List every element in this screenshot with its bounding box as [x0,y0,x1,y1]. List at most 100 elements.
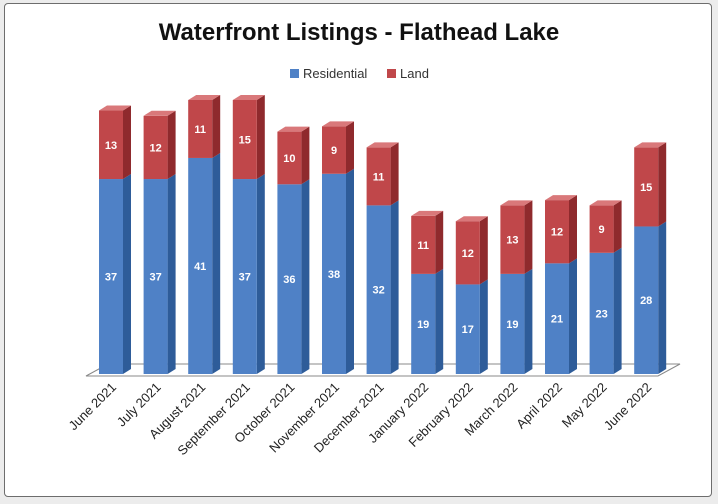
data-label-residential: 37 [149,272,161,284]
bar-land [411,215,436,274]
bar-residential [277,184,302,374]
bar-land-side [479,216,488,285]
bar-land-side [346,121,354,174]
bar-residential-side [123,174,131,374]
data-label-land: 15 [239,135,251,147]
bar-land-side [212,95,221,158]
bar-land-side [123,105,131,180]
bar-residential [366,205,391,374]
bar-residential-side [658,221,667,374]
bar-residential [232,179,257,374]
bar-residential-side [256,174,265,374]
bar-land-top [411,210,444,216]
data-label-residential: 41 [194,261,206,273]
bar-residential-side [301,179,310,374]
data-label-residential: 19 [506,319,518,331]
bar-residential-side [479,279,488,374]
data-label-residential: 28 [640,295,652,307]
bar-land-top [455,216,488,222]
data-label-residential: 37 [105,272,117,284]
legend-swatch-residential [290,69,299,78]
data-label-residential: 17 [462,324,474,336]
bar-residential-side [435,268,444,374]
data-label-land: 10 [283,153,295,165]
bar-land [188,100,213,158]
bar-residential [589,252,614,374]
data-label-land: 11 [194,124,206,136]
bar-residential [455,284,480,374]
data-label-land: 12 [462,248,474,260]
legend-swatch-land [387,69,396,78]
data-label-residential: 19 [417,319,429,331]
chart-title: Waterfront Listings - Flathead Lake [159,19,560,46]
data-label-residential: 23 [595,308,607,320]
data-label-residential: 36 [283,274,295,286]
bar-land [589,205,614,253]
bar-land-top [232,95,265,100]
bar-residential [500,273,525,374]
bar-stack: 28 15 [634,142,667,374]
data-label-land: 9 [331,145,337,157]
bar-residential [545,263,569,374]
data-label-land: 9 [599,224,605,236]
legend-label-land: Land [400,66,429,81]
bar-residential [99,179,123,374]
bar-land-side [167,110,176,180]
x-tick-label: April 2022 [513,380,565,432]
data-label-land: 12 [149,142,161,154]
bar-land-top [589,200,622,206]
bar-land [322,126,346,174]
bar-land-side [390,142,399,206]
bar-land-top [634,142,667,148]
bar-land-top [545,195,577,201]
legend: Residential Land [290,66,429,81]
data-label-land: 15 [640,182,652,194]
bar-land-top [99,105,131,111]
bar-stack: 41 11 [188,95,221,374]
bar-land [455,221,480,285]
bar-land [634,147,659,227]
data-label-residential: 21 [551,314,563,326]
bar-residential [634,226,659,374]
data-label-residential: 32 [372,285,384,297]
bar-residential-side [569,258,577,374]
bar-residential [188,157,213,374]
bar-stack: 32 11 [366,142,399,374]
data-label-land: 12 [551,227,563,239]
data-label-land: 11 [417,240,429,252]
bar-residential [411,273,436,374]
bar-residential [143,179,168,374]
data-label-land: 13 [105,140,117,152]
bars-group: 3713371241113715361038932111911171219132… [99,95,667,374]
x-tick-label: June 2021 [66,380,120,434]
data-label-land: 11 [373,171,385,183]
bar-land [366,147,391,206]
bar-residential-side [613,247,622,374]
bar-land-top [277,126,310,132]
bar-land [99,110,123,180]
bar-land-top [500,200,533,206]
bar-land-top [188,95,221,100]
bar-stack: 38 9 [322,121,354,374]
bar-stack: 37 15 [232,95,265,374]
x-tick-label: June 2022 [601,380,655,434]
bar-residential-side [524,268,533,374]
bar-residential-side [390,200,399,374]
bar-land [500,205,525,274]
bar-land-top [143,110,176,116]
bar-land [277,131,302,185]
bar-land-side [569,195,577,264]
bar-land-side [658,142,667,227]
bar-stack: 37 13 [99,105,131,374]
bar-land [545,200,569,264]
data-label-residential: 38 [328,269,340,281]
bar-stack: 37 12 [143,110,176,374]
bar-land-side [435,210,444,274]
bar-stack: 36 10 [277,126,310,374]
legend-label-residential: Residential [303,66,367,81]
